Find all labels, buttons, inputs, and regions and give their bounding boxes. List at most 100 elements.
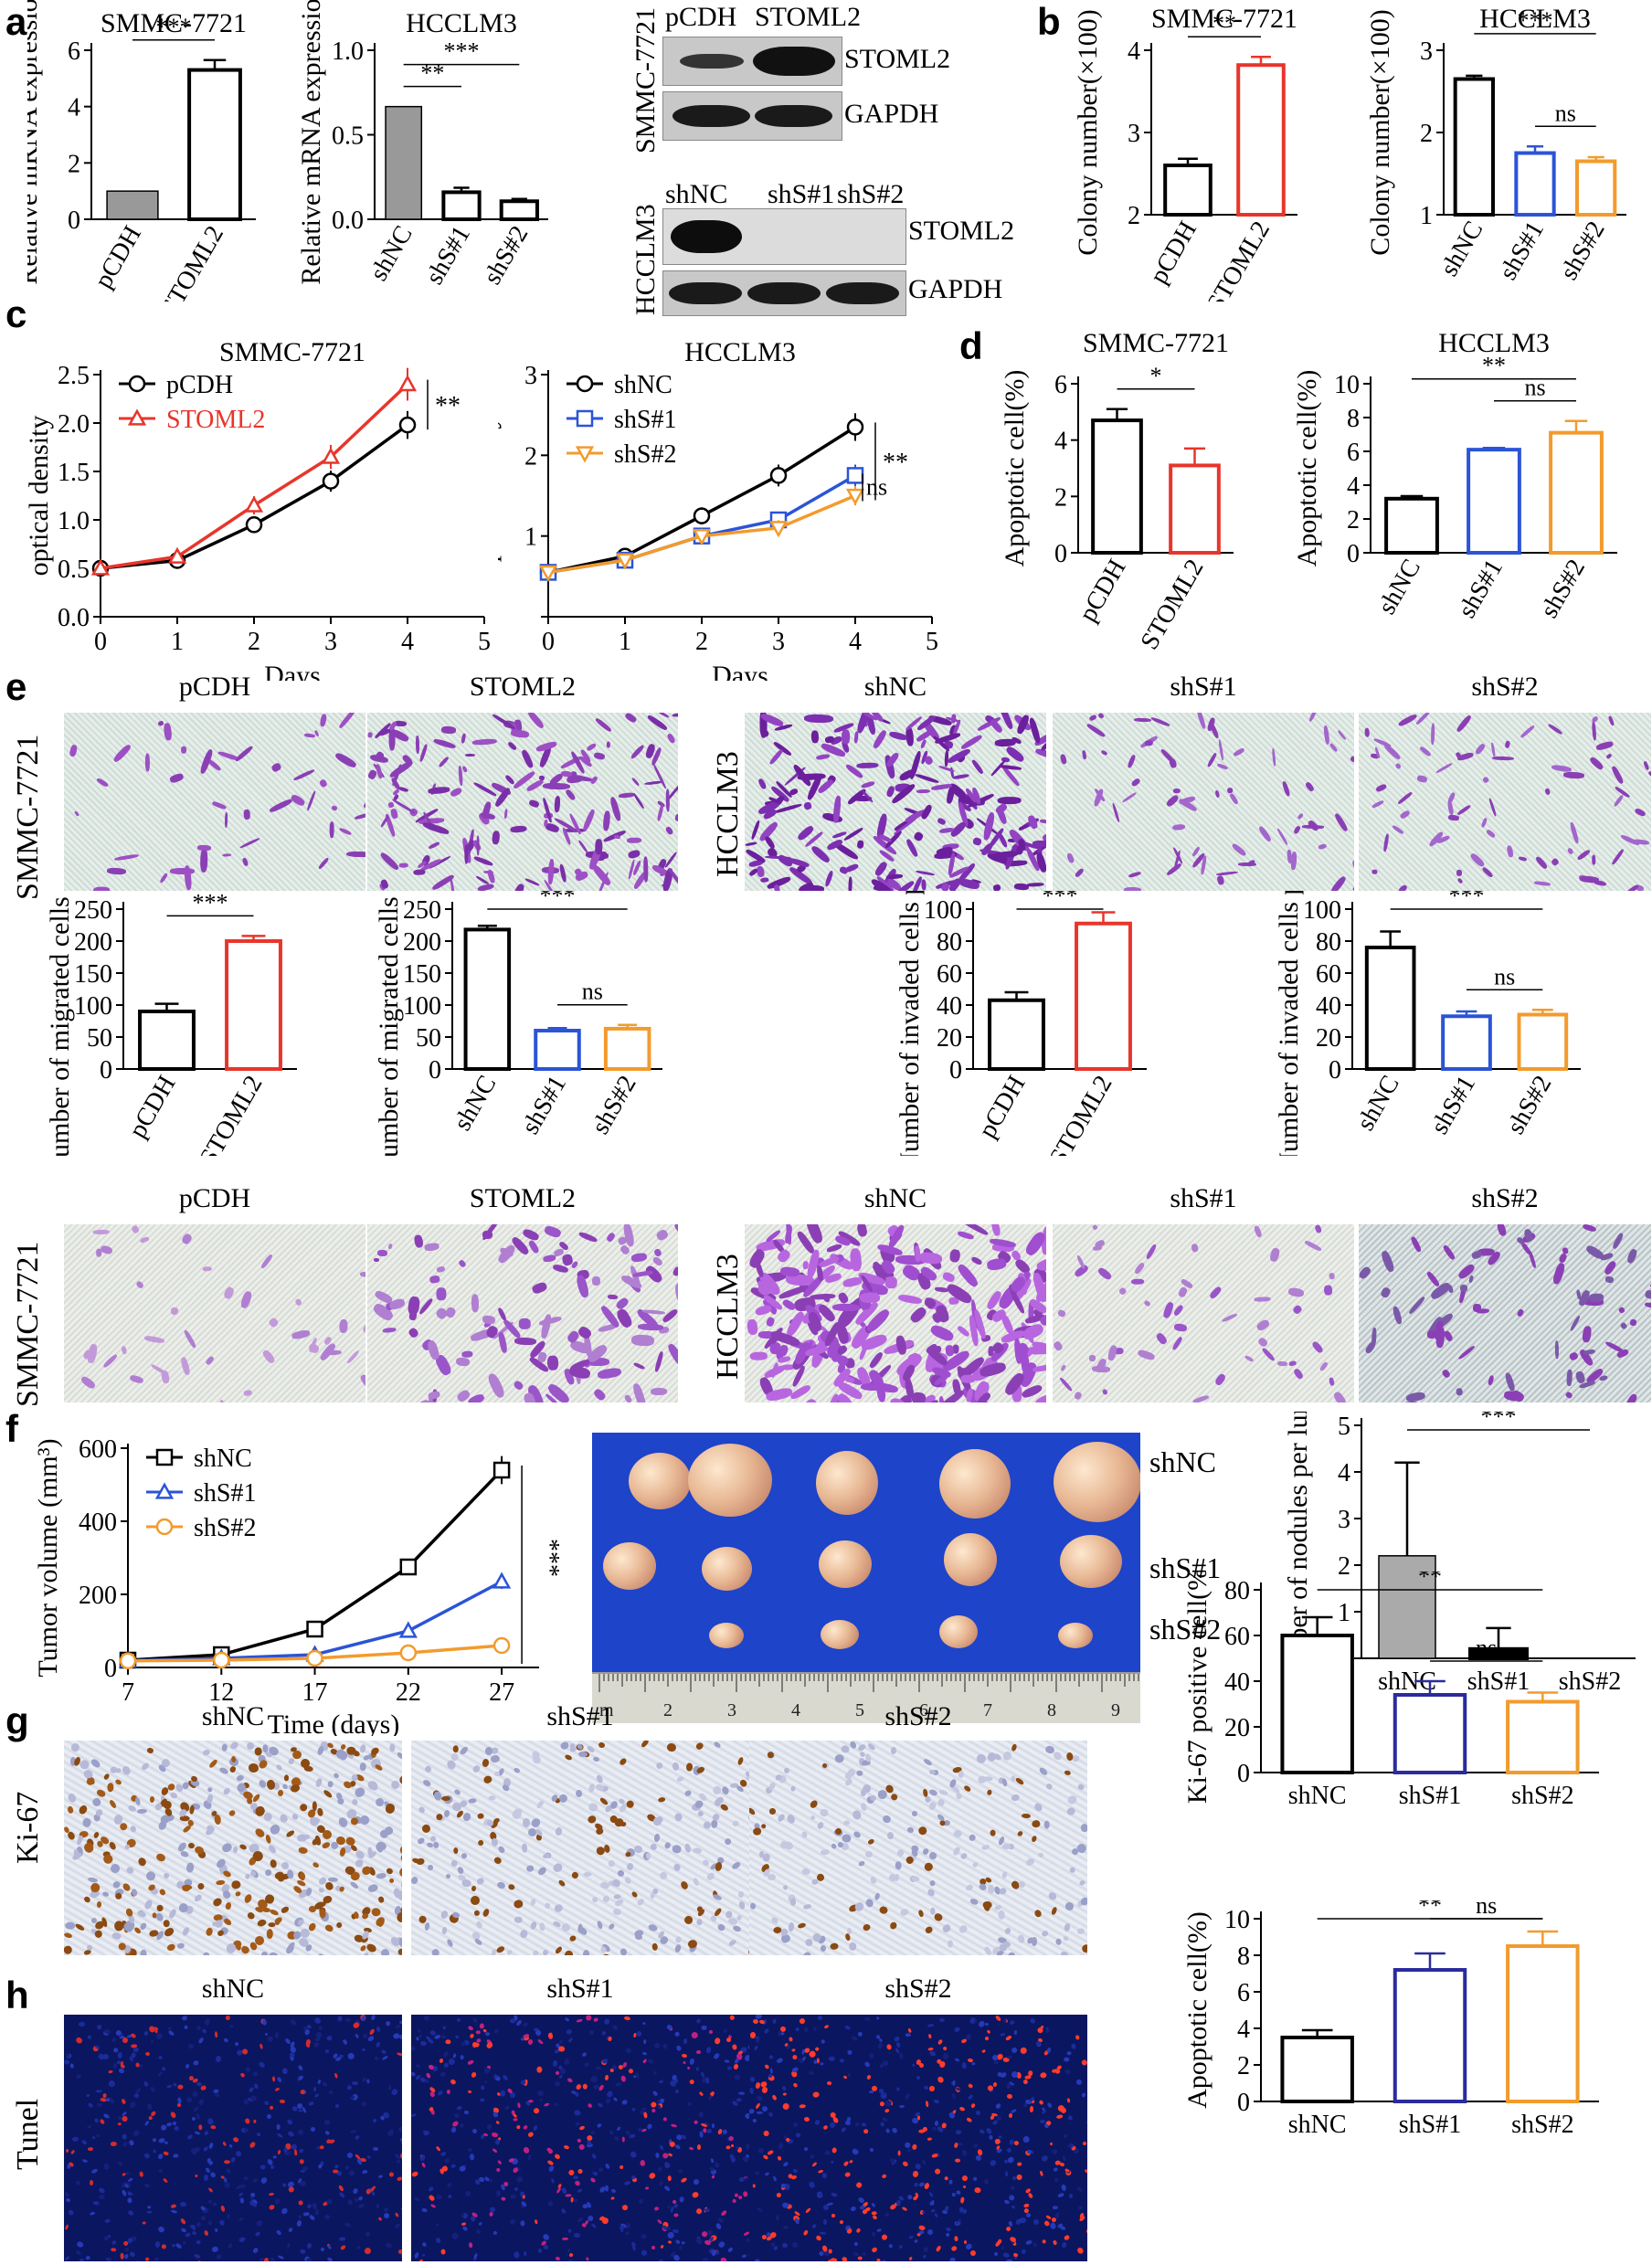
y-tick-label: 4 xyxy=(68,94,80,122)
x-tick-label: shS#1 xyxy=(1399,2111,1461,2139)
y-tick-label: 250 xyxy=(403,896,441,925)
e-top-side-right: HCCLM3 xyxy=(711,751,745,877)
data-point xyxy=(576,409,594,428)
y-tick-label: 80 xyxy=(1224,1577,1250,1605)
y-tick-label: 0 xyxy=(1237,1760,1250,1788)
chart-e4: Number of invaded cells per well 0 20 40 60 8… xyxy=(1274,891,1581,1156)
significance-label: ns xyxy=(1494,963,1515,990)
y-tick-label: 150 xyxy=(403,960,441,989)
data-point xyxy=(845,488,865,506)
significance-label: *** xyxy=(1449,891,1485,909)
y-tick-label: 6 xyxy=(1237,1979,1250,2007)
chart-b2: HCCLM3 Colony number(×100) 1 2 3 shNC shS#1 shS… xyxy=(1365,4,1626,285)
x-tick-label: shS#2 xyxy=(1559,1667,1621,1696)
micrograph-migration-shnc xyxy=(745,713,1046,891)
x-tick-label: STOML2 xyxy=(1044,1071,1118,1156)
e-top-label-shs2: shS#2 xyxy=(1471,672,1539,702)
y-tick-label: 1.0 xyxy=(58,507,90,535)
x-tick-label: 3 xyxy=(324,628,337,656)
h-label-shnc: shNC xyxy=(201,1974,265,2004)
tumor-row-label-shs1: shS#1 xyxy=(1149,1551,1222,1584)
x-tick-label: 17 xyxy=(302,1678,328,1707)
micrograph-ki67-shs2 xyxy=(749,1741,1087,1955)
bar xyxy=(187,68,242,222)
chart-title: SMMC-7721 xyxy=(1083,328,1229,358)
bar xyxy=(225,939,282,1071)
e-top-side-left: SMMC-7721 xyxy=(11,734,45,900)
g-label-shnc: shNC xyxy=(201,1701,265,1731)
chart-title: HCCLM3 xyxy=(1479,4,1591,34)
series-line xyxy=(547,425,856,575)
y-tick-label: 250 xyxy=(74,896,112,925)
blot-bottom-band-1: STOML2 xyxy=(908,216,1015,246)
y-axis-label: Ki-67 positive cell(%) xyxy=(1182,1572,1213,1804)
bar xyxy=(1441,1014,1492,1071)
y-tick-label: 100 xyxy=(924,896,962,925)
x-tick-label: 1 xyxy=(171,628,184,656)
bar xyxy=(1364,946,1416,1071)
data-point xyxy=(119,1652,137,1670)
y-tick-label: 3 xyxy=(1128,120,1140,148)
y-tick-label: 100 xyxy=(1303,896,1341,925)
y-tick-label: 10 xyxy=(1224,1906,1250,1934)
e-bottom-side-left: SMMC-7721 xyxy=(11,1241,45,1407)
bar xyxy=(1393,1968,1467,2103)
chart-e1: Number of migrated cells per well 0 50 100 1… xyxy=(45,891,297,1156)
legend-label: shS#1 xyxy=(614,406,676,434)
chart-d2: HCCLM3 Apoptotic cell(%) 0 2 4 6 8 10 shNC shS#1 s… xyxy=(1292,328,1617,623)
y-tick-label: 2 xyxy=(68,150,80,178)
y-axis-label: Number of invaded cells per well xyxy=(1274,891,1304,1156)
x-tick-label: pCDH xyxy=(1074,555,1131,627)
bar xyxy=(1280,2036,1354,2103)
y-tick-label: 4 xyxy=(1338,1459,1350,1487)
panel-letter-h: h xyxy=(5,1974,29,2016)
x-tick-label: 4 xyxy=(849,628,862,656)
data-point xyxy=(575,446,595,463)
x-tick-label: shS#1 xyxy=(516,1071,572,1139)
x-tick-label: shNC xyxy=(365,221,418,286)
bar xyxy=(603,1026,651,1071)
y-tick-label: 150 xyxy=(74,960,112,989)
ruler-label: 5 xyxy=(855,1700,864,1720)
significance-label: ns xyxy=(866,473,887,500)
x-axis-label: Days xyxy=(264,661,321,681)
x-tick-label: 4 xyxy=(401,628,414,656)
significance-label: ** xyxy=(1418,1900,1442,1919)
y-tick-label: 4 xyxy=(1237,2016,1250,2044)
significance-label: * xyxy=(1150,363,1162,389)
x-tick-label: shNC xyxy=(1288,2111,1347,2139)
data-point xyxy=(399,1558,418,1576)
blot-top-gapdh xyxy=(662,91,842,141)
y-tick-label: 1 xyxy=(1420,202,1433,230)
bar xyxy=(1163,164,1213,217)
blot-top-band-2: GAPDH xyxy=(844,99,939,129)
y-tick-label: 0 xyxy=(949,1056,962,1085)
g-label-shs2: shS#2 xyxy=(884,1701,952,1731)
significance-label: *** xyxy=(444,38,480,65)
ruler-label: m xyxy=(599,1700,614,1720)
x-tick-label: shS#2 xyxy=(1501,1071,1557,1139)
bar xyxy=(499,199,539,221)
x-tick-label: 2 xyxy=(695,628,708,656)
ruler-label: 6 xyxy=(919,1700,928,1720)
x-tick-label: pCDH xyxy=(973,1071,1031,1143)
chart-d1: SMMC-7721 Apoptotic cell(%) 0 2 4 6 pCDH STOML2… xyxy=(1000,328,1234,654)
micrograph-tunel-shnc xyxy=(64,2015,402,2261)
y-tick-label: 0 xyxy=(429,1056,441,1085)
legend-label: STOML2 xyxy=(166,406,265,434)
y-tick-label: 60 xyxy=(937,960,962,989)
e-bottom-label-shnc: shNC xyxy=(863,1183,927,1213)
micrograph-ki67-shs1 xyxy=(411,1741,749,1955)
data-point xyxy=(213,1651,230,1669)
ruler-label: 9 xyxy=(1111,1700,1120,1720)
significance-label: ** xyxy=(883,449,908,477)
significance-label: *** xyxy=(1518,7,1553,34)
chart-e2: Number of migrated cells per well 0 50 100 1… xyxy=(374,891,662,1156)
y-tick-label: 0 xyxy=(1054,540,1067,568)
y-tick-label: 20 xyxy=(1316,1024,1341,1053)
data-point xyxy=(692,529,712,546)
y-tick-label: 5 xyxy=(1338,1413,1350,1441)
e-bottom-label-pcdh: pCDH xyxy=(178,1183,251,1213)
chart-c1: SMMC-7721 optical density Days 0.0 0.5 1.0 1.5… xyxy=(27,337,491,681)
x-tick-label: pCDH xyxy=(90,221,147,293)
